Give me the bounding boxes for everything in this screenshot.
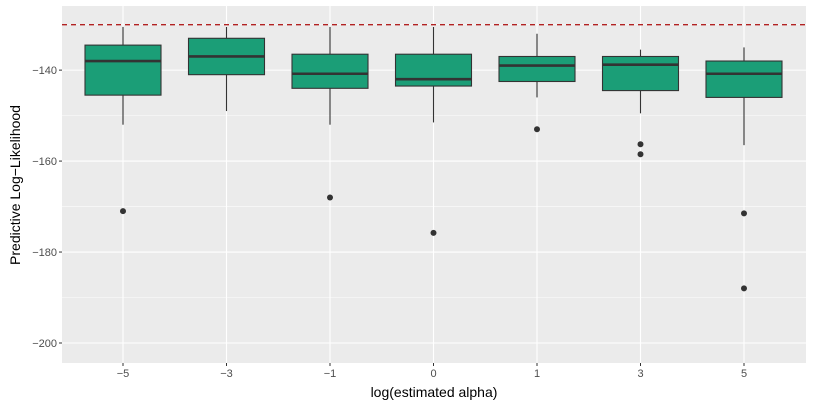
box-group <box>498 33 576 133</box>
x-axis-title: log(estimated alpha) <box>371 384 498 400</box>
outlier-point <box>741 285 747 292</box>
x-tick-label: 5 <box>741 368 747 380</box>
y-axis-title: Predictive Log−Likelihood <box>7 105 23 265</box>
outlier-point <box>327 194 333 201</box>
box-iqr <box>705 60 783 98</box>
x-tick-label: −1 <box>324 368 337 380</box>
y-tick-label: −140 <box>32 65 57 77</box>
outlier-point <box>120 208 126 215</box>
x-tick-label: 0 <box>430 368 436 380</box>
x-tick-label: −3 <box>220 368 233 380</box>
x-tick-label: 3 <box>637 368 643 380</box>
y-tick-label: −200 <box>32 338 57 350</box>
box-group <box>394 26 473 236</box>
box-iqr <box>84 44 162 96</box>
box-group <box>705 47 783 292</box>
outlier-point <box>637 141 644 148</box>
x-axis: −5 −3 −1 0 1 3 5 <box>117 363 747 380</box>
outlier-point <box>534 126 540 133</box>
outlier-point <box>637 151 644 158</box>
y-tick-label: −160 <box>32 156 57 168</box>
y-tick-label: −180 <box>32 247 57 259</box>
box-iqr <box>291 53 369 89</box>
box-group <box>84 26 162 215</box>
outlier-point <box>741 210 747 217</box>
box-iqr <box>601 55 680 92</box>
x-tick-label: 1 <box>534 368 540 380</box>
box-group <box>601 49 680 158</box>
x-tick-label: −5 <box>117 368 130 380</box>
box-group <box>291 26 369 201</box>
outlier-point <box>430 229 437 236</box>
box-group <box>187 26 266 112</box>
box-iqr <box>394 53 473 87</box>
y-axis: −200 −180 −160 −140 <box>32 65 62 350</box>
boxes-layer <box>84 26 783 292</box>
box-iqr <box>498 55 576 83</box>
